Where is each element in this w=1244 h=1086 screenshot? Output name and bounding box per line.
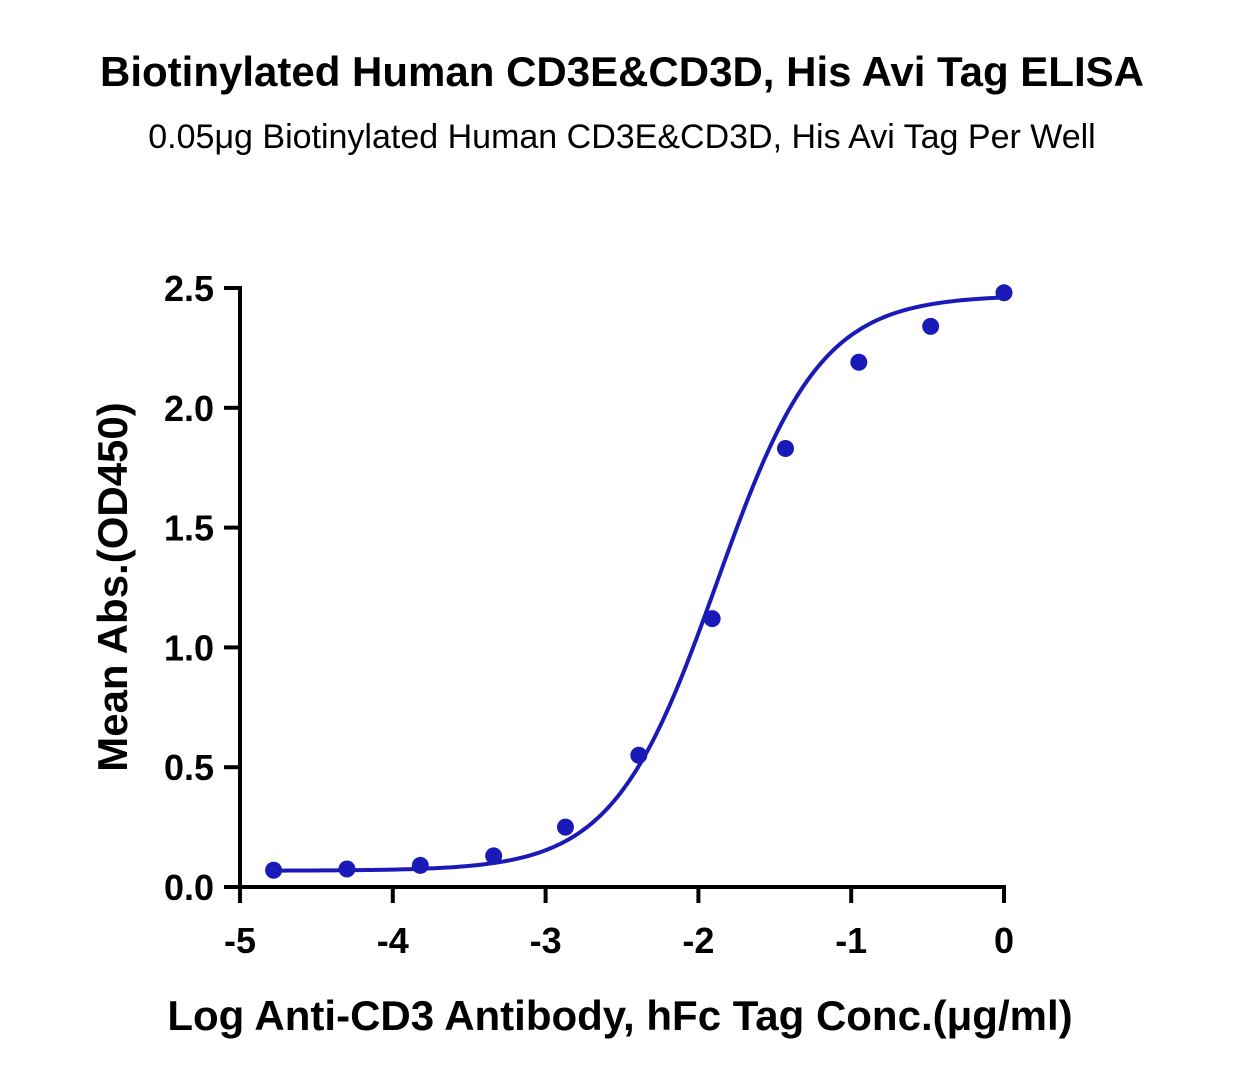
- data-point: [703, 610, 721, 628]
- x-tick-label: -1: [835, 920, 867, 961]
- y-tick-label: 2.0: [164, 388, 214, 429]
- data-point: [411, 856, 429, 874]
- data-point: [485, 847, 503, 865]
- chart-title: Biotinylated Human CD3E&CD3D, His Avi Ta…: [100, 48, 1144, 95]
- axes: [238, 286, 1006, 889]
- fit-curve: [273, 295, 1005, 873]
- x-tick-label: -4: [377, 920, 409, 961]
- data-point: [338, 860, 356, 878]
- x-axis-label: Log Anti-CD3 Antibody, hFc Tag Conc.(μg/…: [167, 992, 1072, 1039]
- x-tick-label: -5: [224, 920, 256, 961]
- data-point: [556, 818, 574, 836]
- data-point: [630, 746, 648, 764]
- x-tick-label: 0: [994, 920, 1014, 961]
- y-tick-label: 1.0: [164, 627, 214, 668]
- x-ticks: -5 -4 -3 -2 -1 0: [224, 887, 1014, 961]
- y-tick-label: 0.5: [164, 747, 214, 788]
- data-points: [265, 284, 1013, 879]
- y-ticks: 0.0 0.5 1.0 1.5 2.0 2.5: [164, 268, 240, 908]
- y-tick-label: 2.5: [164, 268, 214, 309]
- data-point: [776, 440, 794, 458]
- y-axis-label: Mean Abs.(OD450): [89, 402, 136, 772]
- x-tick-label: -3: [530, 920, 562, 961]
- data-point: [850, 353, 868, 371]
- data-point: [995, 284, 1013, 302]
- chart-subtitle: 0.05μg Biotinylated Human CD3E&CD3D, His…: [148, 118, 1096, 156]
- y-tick-label: 1.5: [164, 508, 214, 549]
- x-tick-label: -2: [682, 920, 714, 961]
- data-point: [922, 317, 940, 335]
- y-tick-label: 0.0: [164, 867, 214, 908]
- data-point: [265, 861, 283, 879]
